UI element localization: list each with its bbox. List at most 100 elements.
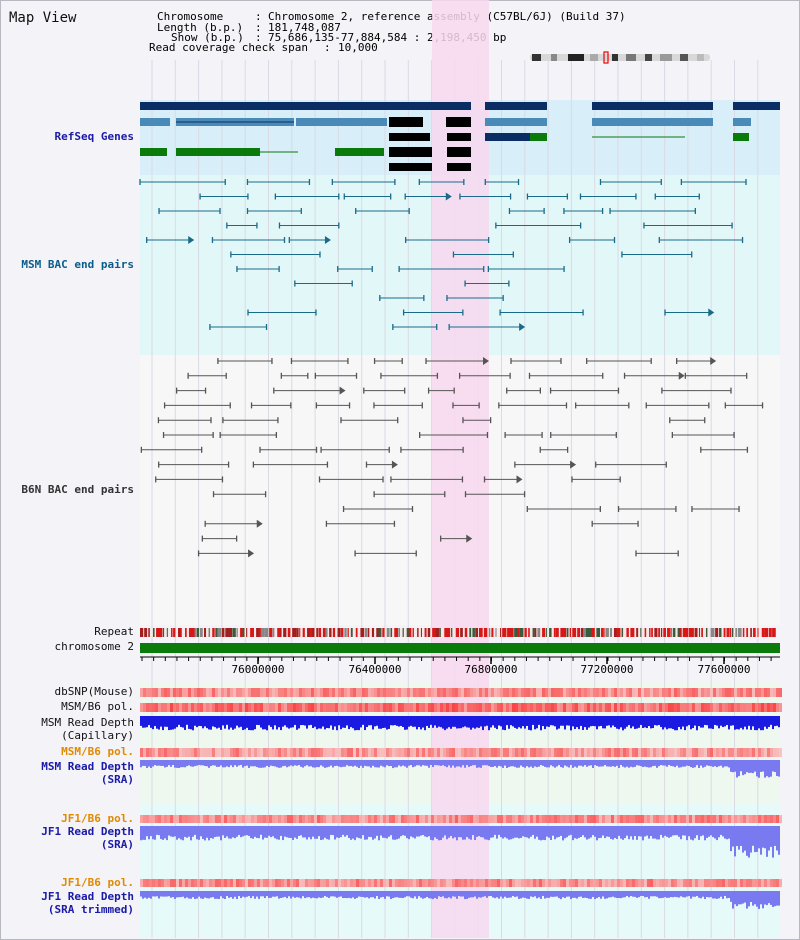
heat-cell: [164, 879, 167, 887]
depth-bar: [304, 891, 306, 899]
heat-cell: [656, 748, 659, 757]
axis-tick-label: 76400000: [348, 663, 402, 676]
repeat-mark: [737, 628, 742, 637]
depth-bar: [302, 826, 304, 838]
heat-cell: [596, 879, 599, 887]
heat-cell: [170, 688, 173, 697]
heat-cell: [575, 815, 578, 823]
depth-bar: [744, 891, 746, 903]
repeat-mark: [616, 628, 621, 637]
heat-cell: [572, 879, 575, 887]
heat-cell: [185, 688, 188, 697]
depth-bar: [272, 891, 274, 897]
repeat-mark: [406, 628, 410, 637]
depth-bar: [774, 760, 776, 773]
heat-cell: [722, 688, 725, 697]
heat-cell: [548, 688, 551, 697]
depth-bar: [666, 826, 668, 837]
heat-cell: [767, 688, 770, 697]
heat-cell: [143, 815, 146, 823]
depth-bar: [656, 716, 658, 726]
heat-cell: [311, 815, 314, 823]
depth-bar: [484, 891, 486, 897]
heat-cell: [224, 815, 227, 823]
depth-bar: [702, 826, 704, 836]
heat-cell: [461, 688, 464, 697]
depth-bar: [498, 716, 500, 726]
heat-cell: [233, 688, 236, 697]
track-label-chromosome: chromosome 2: [54, 640, 134, 653]
depth-bar: [446, 716, 448, 729]
repeat-mark: [610, 628, 613, 637]
depth-bar: [228, 826, 230, 839]
heat-cell: [638, 748, 641, 757]
depth-bar: [442, 826, 444, 838]
track-label-refseq[interactable]: RefSeq Genes: [54, 130, 134, 143]
heat-cell: [722, 703, 725, 712]
heat-cell: [437, 815, 440, 823]
heat-cell: [776, 688, 779, 697]
heat-cell: [467, 703, 470, 712]
depth-bar: [590, 826, 592, 838]
heat-cell: [236, 879, 239, 887]
depth-bar: [256, 891, 258, 897]
depth-bar: [506, 716, 508, 726]
heat-cell: [701, 748, 704, 757]
depth-bar: [580, 891, 582, 897]
heat-cell: [233, 703, 236, 712]
depth-bar: [224, 760, 226, 768]
heat-cell: [377, 703, 380, 712]
heat-cell: [185, 703, 188, 712]
depth-bar: [694, 760, 696, 768]
repeat-mark: [591, 628, 595, 637]
track-label-b6n-bac[interactable]: B6N BAC end pairs: [21, 483, 134, 496]
track-label-msm-bac[interactable]: MSM BAC end pairs: [21, 258, 134, 271]
refseq-genes[interactable]: [140, 102, 780, 171]
depth-bar: [674, 760, 676, 768]
depth-bar: [554, 891, 556, 897]
heat-cell: [749, 748, 752, 757]
heat-cell: [608, 815, 611, 823]
b6n-bac-pairs[interactable]: [140, 357, 764, 558]
repeat-mark: [649, 628, 651, 637]
heat-cell: [281, 879, 284, 887]
heat-cell: [533, 748, 536, 757]
heat-cell: [767, 748, 770, 757]
ideogram-band: [645, 54, 652, 61]
depth-bar: [532, 716, 534, 725]
repeat-mark: [299, 628, 301, 637]
heat-cell: [683, 703, 686, 712]
depth-bar: [308, 826, 310, 838]
heat-cell: [392, 879, 395, 887]
depth-bar: [242, 891, 244, 897]
heat-cell: [260, 703, 263, 712]
heat-cell: [257, 879, 260, 887]
heat-cell: [512, 688, 515, 697]
heat-cell: [320, 879, 323, 887]
repeat-mark: [188, 628, 193, 637]
depth-bar: [346, 760, 348, 766]
depth-bar: [184, 760, 186, 768]
depth-bar: [518, 826, 520, 839]
heat-cell: [749, 688, 752, 697]
heat-cell: [302, 688, 305, 697]
msm-bac-pairs[interactable]: [139, 179, 747, 331]
heat-cell: [251, 688, 254, 697]
heat-cell: [296, 879, 299, 887]
coverage-value: 10,000: [338, 41, 378, 54]
depth-bar: [708, 760, 710, 766]
heat-cell: [353, 688, 356, 697]
depth-bar: [628, 891, 630, 898]
depth-bar: [278, 716, 280, 728]
heat-cell: [149, 879, 152, 887]
chromosome-ideogram[interactable]: [530, 51, 710, 64]
heat-cell: [623, 748, 626, 757]
heat-cell: [587, 688, 590, 697]
heat-cell: [443, 688, 446, 697]
depth-bar: [330, 716, 332, 726]
depth-bar: [352, 760, 354, 767]
chromosome-key: Chromosome: [157, 10, 224, 23]
depth-bar: [480, 891, 482, 898]
depth-bar: [690, 891, 692, 899]
